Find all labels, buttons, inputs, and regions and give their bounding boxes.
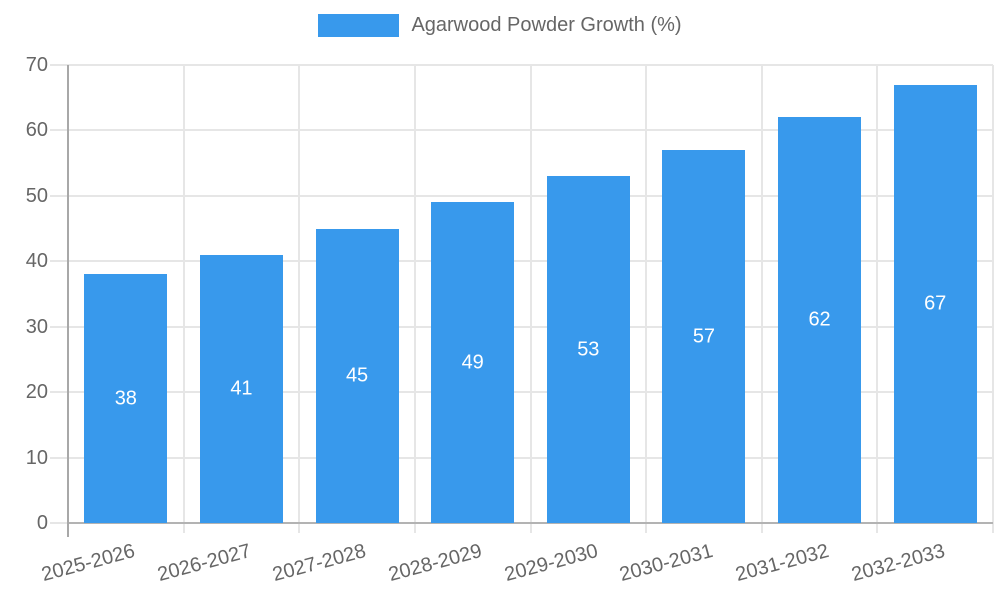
bar-2031-2032[interactable] [778, 117, 862, 523]
y-axis-tick-label: 20 [25, 381, 48, 404]
y-axis-tick-label: 60 [25, 119, 48, 142]
y-axis-tick-label: 50 [25, 184, 48, 207]
bar-2028-2029[interactable] [431, 202, 515, 523]
legend[interactable]: Agarwood Powder Growth (%) [0, 14, 1000, 37]
x-axis-tick-label: 2031-2032 [733, 540, 832, 587]
x-gridline [529, 65, 532, 533]
y-axis-tick-label: 0 [36, 512, 48, 534]
x-gridline [413, 65, 416, 533]
legend-swatch [318, 14, 400, 37]
y-axis-tick-label: 40 [25, 250, 48, 273]
x-gridline [876, 65, 879, 533]
y-zero-tick [50, 522, 68, 524]
bar-2030-2031[interactable] [662, 150, 746, 523]
y-gridline [50, 64, 993, 66]
y-axis-tick-label: 10 [25, 446, 48, 469]
x-gridline [182, 65, 185, 533]
y-axis-line [67, 65, 69, 537]
y-axis-tick-label: 30 [25, 315, 48, 338]
x-gridline [298, 65, 301, 533]
x-axis-tick-label: 2029-2030 [501, 540, 601, 587]
x-axis-tick-label: 2032-2033 [848, 540, 947, 587]
y-axis-tick-label: 70 [25, 54, 48, 76]
legend-label: Agarwood Powder Growth (%) [411, 14, 682, 36]
x-axis-tick-label: 2030-2031 [617, 540, 716, 587]
x-axis-line [68, 522, 993, 524]
bar-2027-2028[interactable] [315, 228, 399, 523]
x-axis-tick-label: 2025-2026 [39, 540, 138, 587]
bar-2026-2027[interactable] [199, 254, 283, 523]
bar-2029-2030[interactable] [546, 176, 630, 523]
bar-2032-2033[interactable] [893, 84, 977, 523]
x-axis-tick-label: 2026-2027 [155, 540, 254, 587]
x-gridline [760, 65, 763, 533]
x-gridline [992, 65, 994, 533]
x-axis-tick-label: 2028-2029 [386, 540, 485, 587]
x-axis-tick-label: 2027-2028 [270, 540, 369, 587]
bar-2025-2026[interactable] [84, 274, 168, 523]
x-gridline [645, 65, 648, 533]
